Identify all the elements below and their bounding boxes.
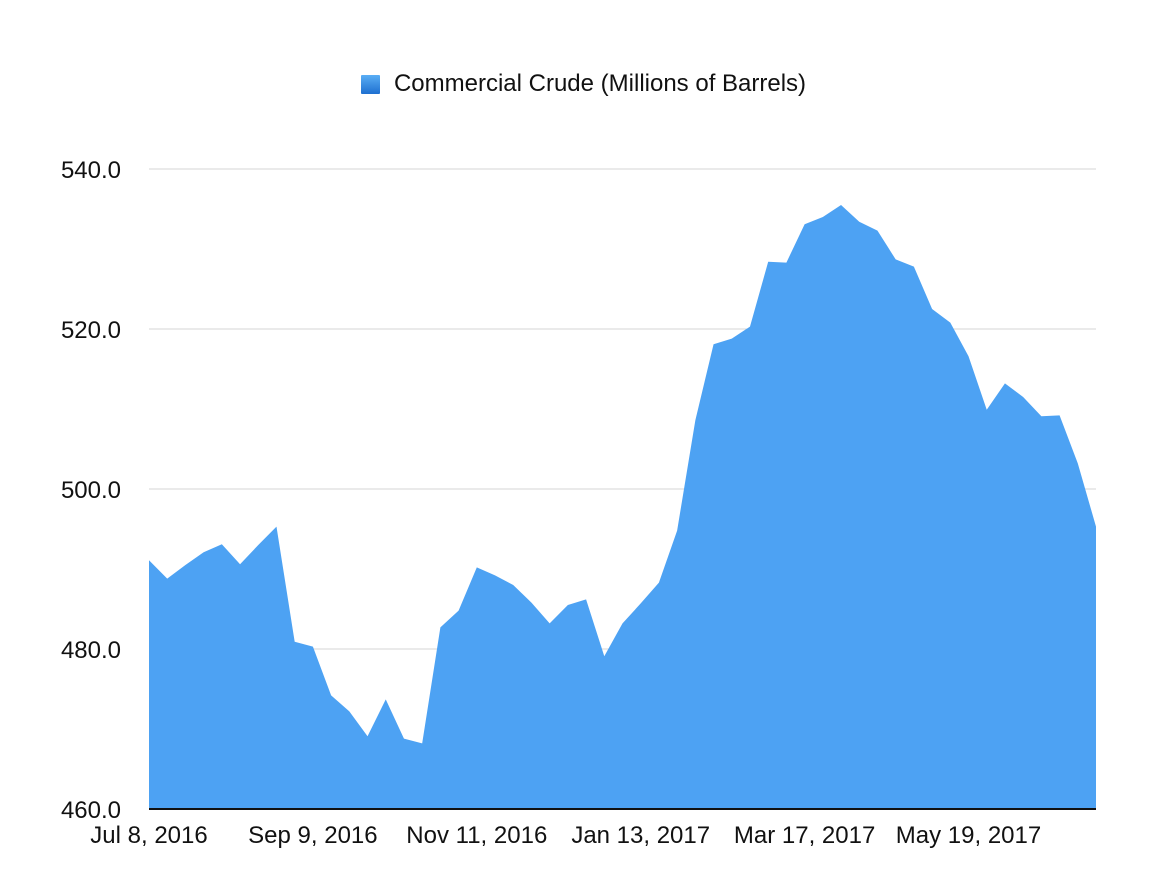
y-tick-label: 480.0 xyxy=(61,637,121,664)
y-tick-label: 500.0 xyxy=(61,477,121,504)
x-tick-label: Nov 11, 2016 xyxy=(406,822,547,849)
x-tick-label: May 19, 2017 xyxy=(896,822,1041,849)
series-area xyxy=(149,205,1096,809)
x-tick-label: Sep 9, 2016 xyxy=(248,822,377,849)
y-tick-label: 460.0 xyxy=(61,797,121,824)
legend-swatch xyxy=(360,74,380,94)
x-tick-label: Jul 8, 2016 xyxy=(90,822,207,849)
x-tick-label: Mar 17, 2017 xyxy=(734,822,875,849)
chart-legend: Commercial Crude (Millions of Barrels) xyxy=(0,70,1167,98)
y-axis-ticks: 460.0 480.0 500.0 520.0 540.0 xyxy=(61,157,121,824)
y-tick-label: 520.0 xyxy=(61,317,121,344)
y-tick-label: 540.0 xyxy=(61,157,121,184)
x-tick-label: Jan 13, 2017 xyxy=(571,822,710,849)
legend-label: Commercial Crude (Millions of Barrels) xyxy=(393,70,807,97)
x-axis-ticks: Jul 8, 2016 Sep 9, 2016 Nov 11, 2016 Jan 13… xyxy=(90,822,1041,849)
data-series xyxy=(149,205,1096,809)
